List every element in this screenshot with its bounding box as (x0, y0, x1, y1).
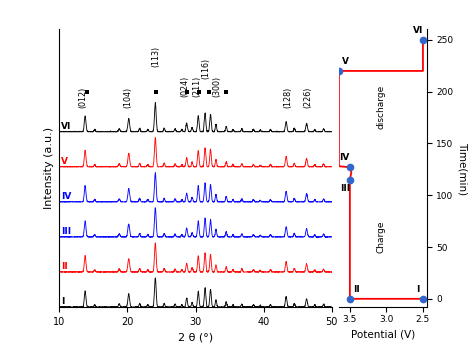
Text: I: I (61, 297, 64, 306)
Text: (128): (128) (283, 87, 292, 108)
Text: III: III (340, 184, 350, 193)
Text: (211): (211) (192, 75, 201, 97)
Y-axis label: Intensity (a.u.): Intensity (a.u.) (44, 127, 54, 209)
Text: (116): (116) (201, 58, 210, 79)
X-axis label: 2 θ (°): 2 θ (°) (178, 332, 213, 342)
Text: discharge: discharge (376, 85, 385, 129)
Text: III: III (61, 227, 71, 236)
Text: Charge: Charge (376, 220, 385, 253)
Text: II: II (353, 285, 360, 294)
Text: (300): (300) (213, 76, 222, 97)
Text: I: I (416, 285, 419, 294)
Text: (024): (024) (181, 75, 190, 97)
Text: (113): (113) (152, 46, 161, 67)
X-axis label: Potential (V): Potential (V) (351, 329, 415, 339)
Y-axis label: Time(min): Time(min) (457, 142, 467, 195)
Text: V: V (342, 57, 349, 66)
Text: II: II (61, 262, 68, 271)
Text: (104): (104) (123, 87, 132, 108)
Text: IV: IV (61, 192, 71, 201)
Text: VI: VI (413, 26, 423, 35)
Text: (012): (012) (79, 87, 88, 108)
Text: IV: IV (339, 153, 350, 162)
Text: V: V (61, 156, 68, 166)
Text: VI: VI (61, 121, 71, 130)
Text: (226): (226) (303, 87, 312, 108)
